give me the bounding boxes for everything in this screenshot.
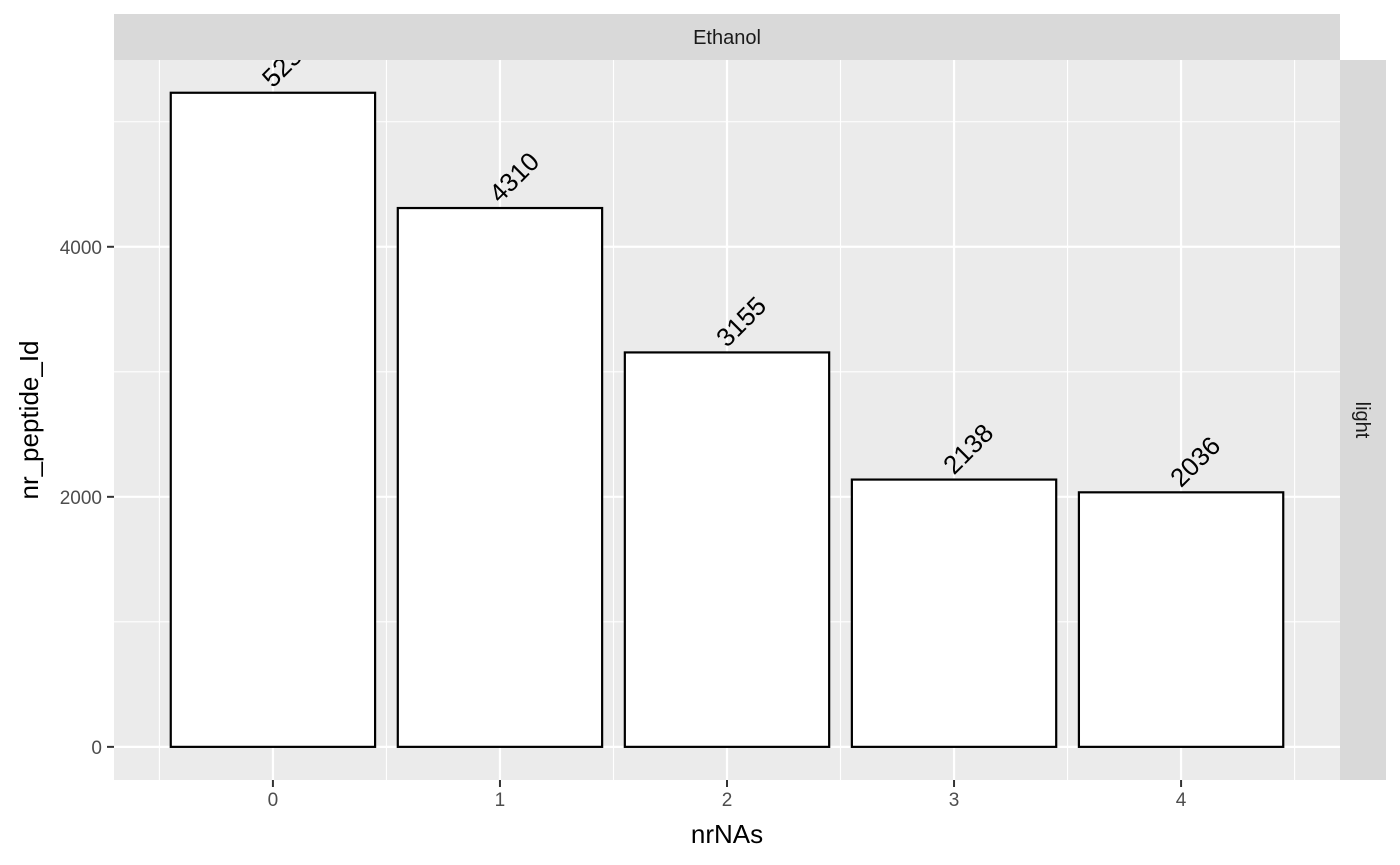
y-tick-label: 2000: [60, 488, 102, 509]
facet-strip-top-label: Ethanol: [693, 27, 761, 49]
bar-1: [396, 206, 604, 748]
bar-3: [850, 478, 1058, 748]
x-tick-label: 3: [949, 790, 960, 811]
x-tick-label: 4: [1176, 790, 1187, 811]
x-tick-label: 2: [722, 790, 733, 811]
y-axis: 0 2000 4000: [60, 238, 114, 759]
facet-strip-right-label: light: [1351, 402, 1373, 439]
bar-2: [623, 351, 831, 748]
y-axis-title: nr_peptide_Id: [14, 340, 44, 499]
bars: [169, 91, 1285, 748]
facet-strip-top: [114, 14, 1340, 60]
y-tick-label: 0: [91, 738, 102, 759]
y-tick-label: 4000: [60, 238, 102, 259]
x-axis-title: nrNAs: [691, 819, 763, 849]
facet-strip-right: [1340, 60, 1386, 780]
bar-4: [1077, 491, 1285, 748]
x-tick-label: 0: [268, 790, 279, 811]
x-axis: 0 1 2 3 4: [268, 780, 1187, 811]
x-tick-label: 1: [495, 790, 506, 811]
bar-0: [169, 91, 377, 748]
